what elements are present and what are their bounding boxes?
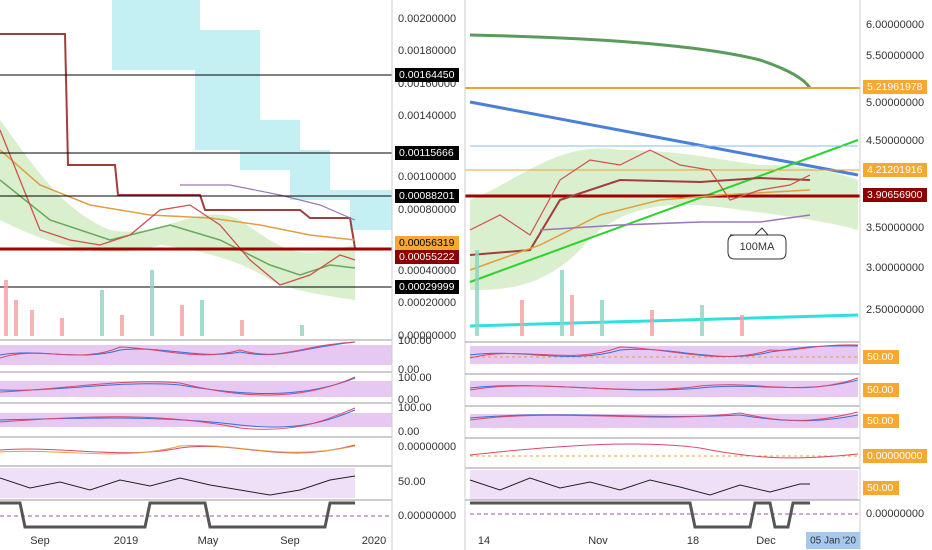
price-label: 0.00200000 <box>398 13 456 25</box>
price-label: 2.50000000 <box>866 304 924 316</box>
tag-bg <box>863 481 899 495</box>
price-label: 4.50000000 <box>866 135 924 147</box>
price-label: 3.50000000 <box>866 222 924 234</box>
left-decor <box>0 0 393 550</box>
price-label: 5.50000000 <box>866 50 924 62</box>
time-label: Sep <box>280 535 300 547</box>
indicator-tag: 0.00000000 <box>867 450 923 462</box>
price-label: 0.00100000 <box>398 171 456 183</box>
price-tag: 3.90656900 <box>867 189 923 201</box>
price-label: 0.00040000 <box>398 265 456 277</box>
time-label: 2019 <box>114 535 138 547</box>
time-label: 18 <box>687 535 699 547</box>
indicator-label: 0.00 <box>398 394 419 406</box>
price-label: 0.00020000 <box>398 297 456 309</box>
price-tag: 5.21961978 <box>867 81 923 93</box>
price-tag: 0.00115666 <box>399 147 454 159</box>
price-label: 0.00080000 <box>398 204 456 216</box>
indicator-tag: 50.00 <box>867 415 893 427</box>
tag-bg <box>395 250 459 264</box>
indicator-tag: 50.00 <box>867 384 893 396</box>
tag-bg <box>395 146 459 160</box>
price-tag: 4.21201916 <box>867 164 923 176</box>
indicator-label: 0.00000000 <box>398 510 456 522</box>
tag-bg <box>863 383 899 397</box>
indicator-label: 0.00000000 <box>866 508 924 520</box>
indicator-label: 0.00 <box>398 364 419 376</box>
tag-bg <box>863 163 927 177</box>
indicator-label: 0.00 <box>398 426 419 438</box>
tag-bg <box>863 350 899 364</box>
price-tag: 0.00088201 <box>399 190 455 202</box>
indicator-tag: 50.00 <box>867 482 893 494</box>
right-decor <box>464 0 861 550</box>
price-tag: 0.00056319 <box>399 237 455 249</box>
price-label: 6.00000000 <box>866 19 924 31</box>
time-label: 14 <box>478 535 490 547</box>
indicator-label: 100.00 <box>398 335 432 347</box>
tag-bg <box>395 68 459 82</box>
time-label: Nov <box>588 535 608 547</box>
time-label: Dec <box>756 535 776 547</box>
price-label: 5.00000000 <box>866 97 924 109</box>
indicator-label: 50.00 <box>398 476 426 488</box>
cursor-bg <box>806 532 860 549</box>
price-tag: 0.00164450 <box>399 69 455 81</box>
tag-bg <box>863 188 927 202</box>
price-label: 0.00140000 <box>398 110 456 122</box>
time-label: 2020 <box>362 535 386 547</box>
tag-bg <box>863 80 927 94</box>
price-label: 0.00180000 <box>398 45 456 57</box>
indicator-label: 0.00000000 <box>398 441 456 453</box>
time-cursor: 05 Jan '20 <box>810 536 856 547</box>
price-tag: 0.00029999 <box>399 281 455 293</box>
indicator-label: 100.00 <box>398 402 432 414</box>
indicator-label: 100.00 <box>398 372 432 384</box>
price-tag: 0.00055222 <box>399 251 455 263</box>
tag-bg <box>395 280 459 294</box>
price-label: 0.00000000 <box>398 330 456 342</box>
tag-bg <box>395 236 459 250</box>
time-label: Sep <box>30 535 50 547</box>
tag-bg <box>395 189 459 203</box>
indicator-tag: 50.00 <box>867 351 893 363</box>
annotation: 100MA <box>740 241 776 253</box>
tag-bg <box>863 449 927 463</box>
tag-bg <box>863 414 899 428</box>
time-label: May <box>198 535 219 547</box>
price-label: 3.00000000 <box>866 262 924 274</box>
